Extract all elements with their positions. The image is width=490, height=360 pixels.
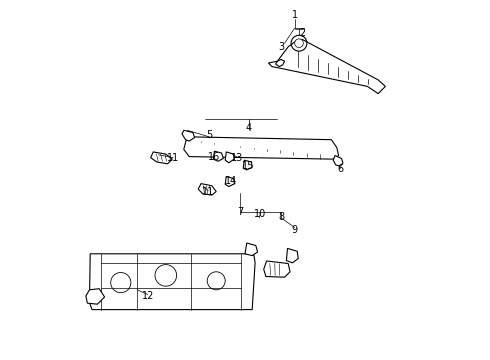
Text: 11: 11 (167, 153, 179, 163)
Polygon shape (182, 130, 195, 141)
Text: 12: 12 (142, 291, 154, 301)
Text: 10: 10 (254, 209, 267, 219)
Text: 1: 1 (292, 10, 298, 20)
Text: 7: 7 (237, 207, 244, 217)
Polygon shape (90, 254, 255, 310)
Polygon shape (269, 40, 386, 94)
Text: 13: 13 (231, 153, 243, 163)
Circle shape (294, 39, 303, 48)
Polygon shape (86, 289, 104, 304)
Polygon shape (225, 152, 234, 163)
Text: 14: 14 (225, 176, 238, 186)
Polygon shape (245, 243, 258, 256)
Polygon shape (286, 248, 298, 263)
Text: 15: 15 (243, 161, 255, 171)
Text: 4: 4 (245, 123, 252, 133)
Polygon shape (151, 152, 172, 164)
Text: 11: 11 (202, 186, 215, 197)
Polygon shape (243, 160, 252, 170)
Polygon shape (275, 59, 285, 67)
Text: 3: 3 (278, 42, 284, 52)
Text: 9: 9 (292, 225, 298, 235)
Polygon shape (213, 151, 223, 161)
Text: 16: 16 (208, 152, 220, 162)
Polygon shape (225, 176, 235, 186)
Polygon shape (198, 184, 216, 195)
Text: 5: 5 (206, 130, 212, 140)
Polygon shape (264, 261, 290, 277)
Polygon shape (333, 156, 343, 166)
Polygon shape (184, 137, 339, 159)
Text: 6: 6 (337, 164, 343, 174)
Text: 8: 8 (278, 212, 284, 222)
Text: 2: 2 (299, 28, 306, 38)
